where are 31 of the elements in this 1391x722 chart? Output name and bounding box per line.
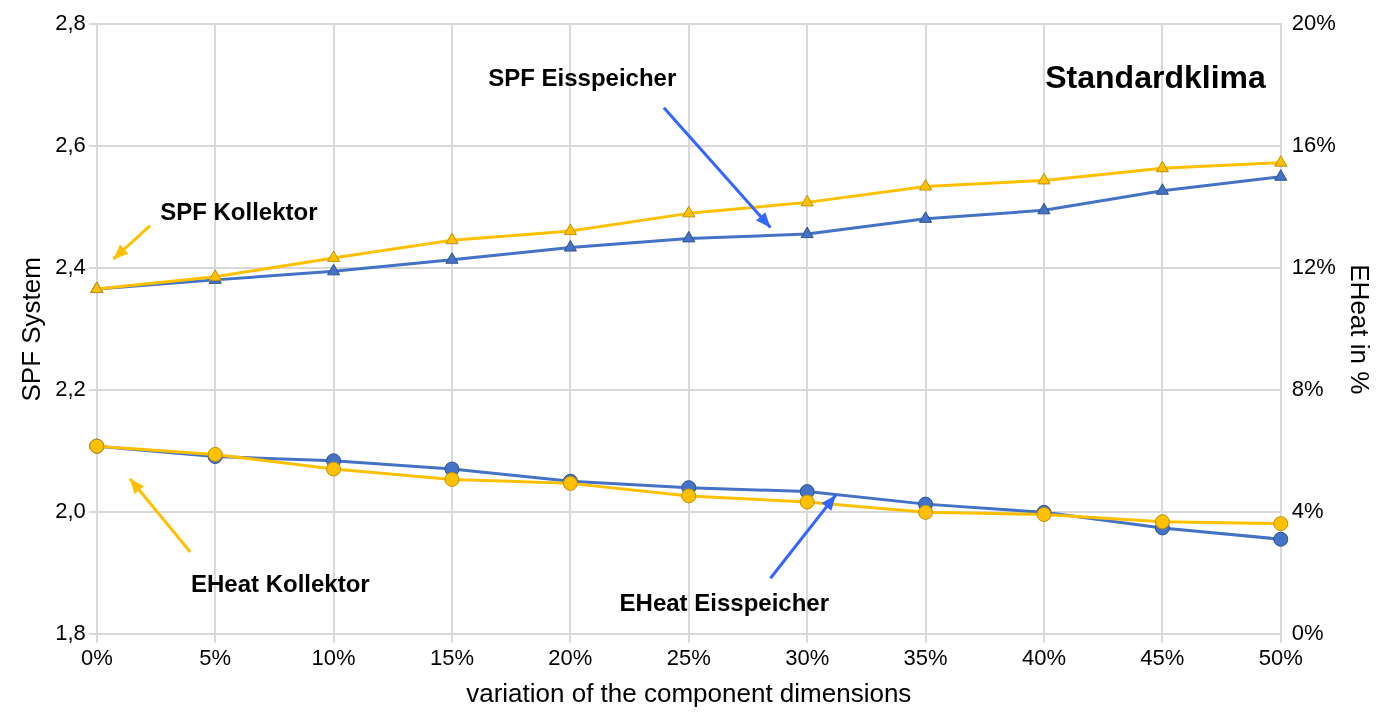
x-tick-label: 5% (199, 644, 232, 670)
y-tick-label: 1,8 (55, 620, 86, 646)
text: EHeat Kollektor (190, 570, 370, 598)
y-tick-label: 2,2 (55, 376, 86, 402)
y-tick-label: 2,4 (55, 254, 86, 280)
y2-tick-label: 4% (1291, 498, 1324, 524)
x-tick-label: 35% (903, 644, 948, 670)
x-tick-label: 30% (785, 644, 830, 670)
x-tick-label: 15% (429, 644, 474, 670)
text: EHeat Eisspeicher (619, 588, 830, 616)
annotation: Standardklima (1045, 59, 1266, 96)
y-axis-title: SPF System (15, 257, 46, 402)
x-tick-label: 25% (666, 644, 711, 670)
series-label: SPF Kollektor (160, 197, 318, 225)
y2-tick-label: 12% (1291, 254, 1336, 280)
y-tick-label: 2,6 (55, 132, 86, 158)
x-axis-title: variation of the component dimensions (466, 677, 912, 708)
text: SPF Eisspeicher (488, 63, 677, 91)
x-tick-label: 10% (311, 644, 356, 670)
y-tick-label: 2,8 (55, 10, 86, 36)
y2-tick-label: 8% (1291, 376, 1324, 402)
x-tick-label: 20% (548, 644, 593, 670)
y2-tick-label: 0% (1291, 620, 1324, 646)
x-tick-label: 0% (80, 644, 113, 670)
y2-tick-label: 16% (1291, 132, 1336, 158)
y-tick-label: 2,0 (55, 498, 86, 524)
y2-axis-title: EHeat in % (1345, 264, 1376, 395)
y2-tick-label: 20% (1291, 10, 1336, 36)
x-tick-label: 50% (1258, 644, 1303, 670)
x-tick-label: 45% (1140, 644, 1185, 670)
x-tick-label: 40% (1021, 644, 1066, 670)
